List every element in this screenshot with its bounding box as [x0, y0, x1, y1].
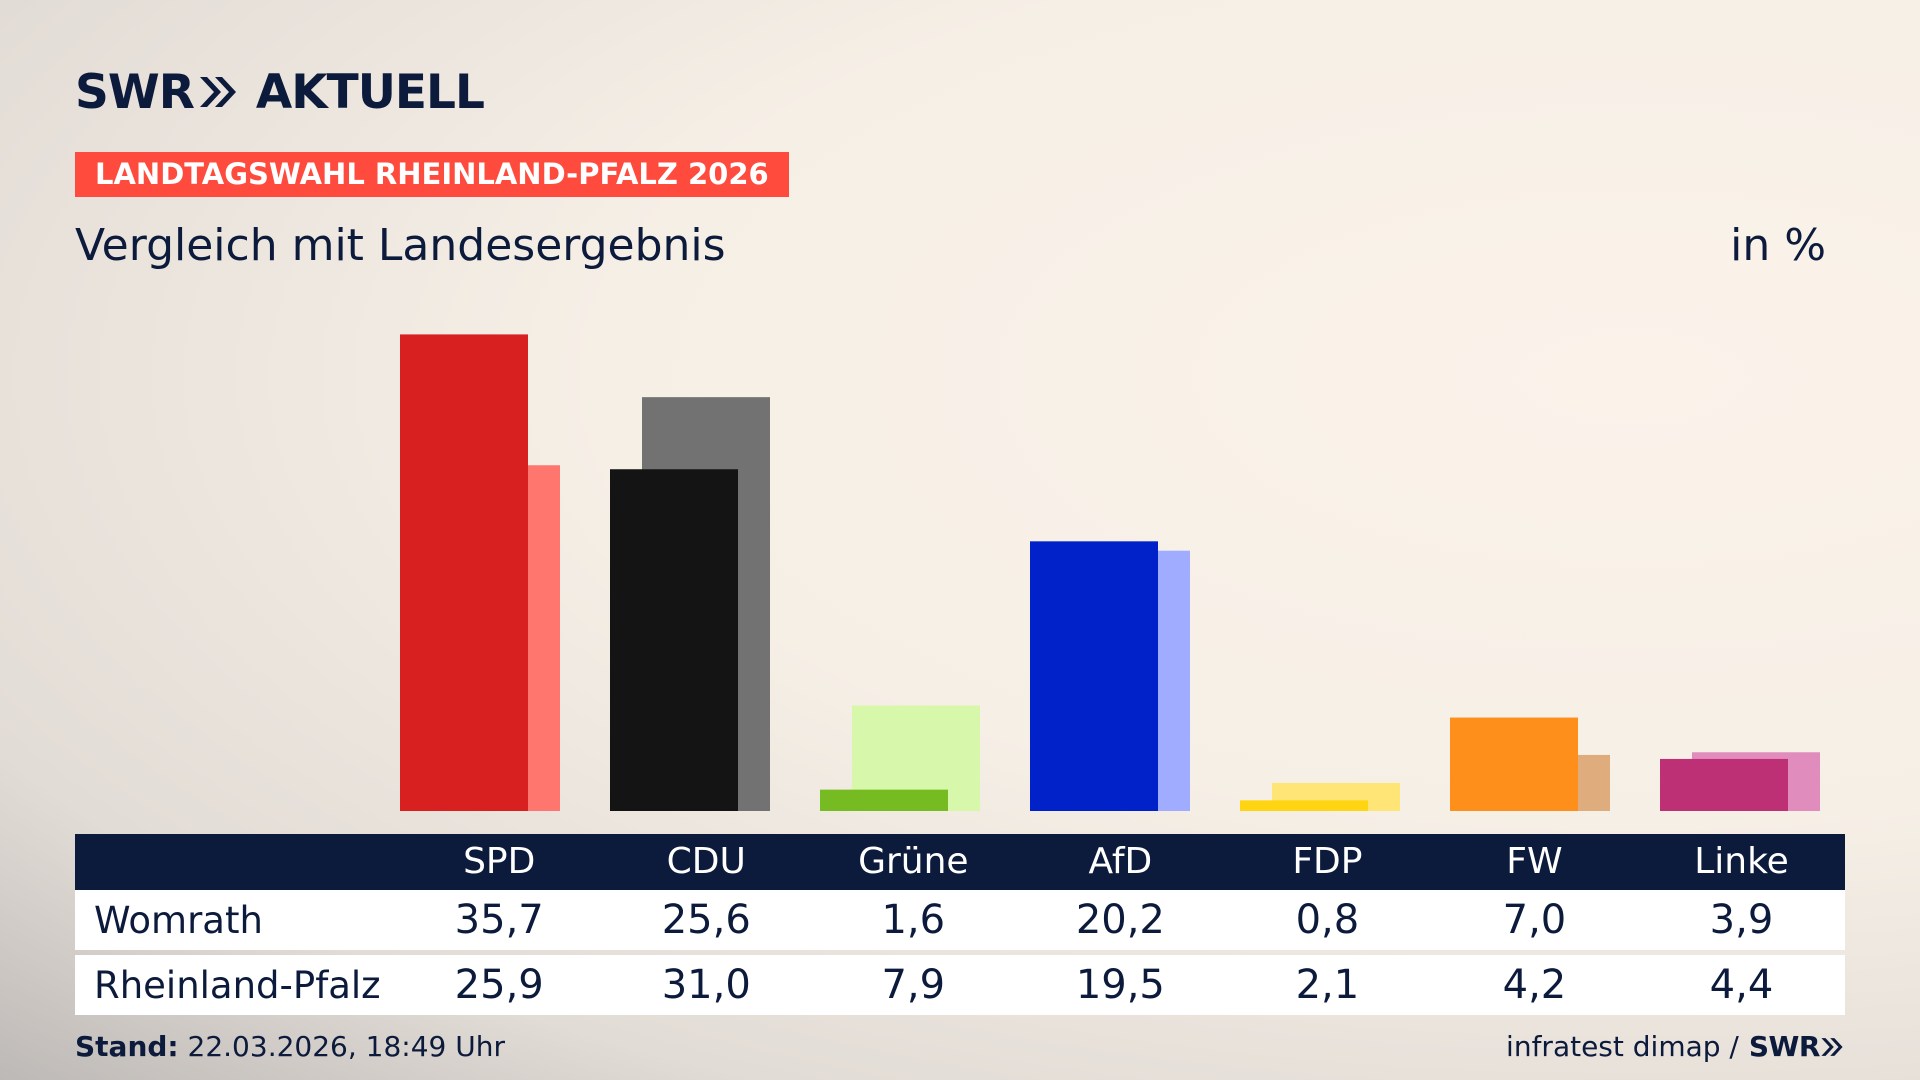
unit-label: in % — [1730, 220, 1826, 271]
table-header-spacer — [75, 834, 396, 890]
value-cell: 4,4 — [1709, 962, 1774, 1008]
source-credit: infratest dimap / SWR — [1506, 1030, 1844, 1063]
table-header: SPD CDU Grüne AfD FDP FW Linke — [75, 834, 1845, 890]
double-chevron-icon — [1821, 1037, 1843, 1056]
bar-womrath-cdu — [610, 469, 738, 811]
value-cell: 0,8 — [1295, 897, 1360, 943]
header-linke: Linke — [1694, 841, 1789, 882]
bar-womrath-fw — [1450, 717, 1578, 811]
bar-womrath-afd — [1030, 541, 1158, 811]
results-table: SPD CDU Grüne AfD FDP FW Linke Womrath 3… — [75, 834, 1845, 1015]
header-cdu: CDU — [666, 841, 746, 882]
value-cell: 20,2 — [1075, 897, 1165, 943]
stand-label: Stand: — [75, 1030, 179, 1063]
swr-aktuell-logo: SWR AKTUELL — [75, 64, 485, 120]
timestamp: Stand: 22.03.2026, 18:49 Uhr — [75, 1030, 505, 1063]
logo-aktuell-text: AKTUELL — [255, 64, 485, 120]
value-cell: 31,0 — [661, 962, 751, 1008]
value-cell: 7,0 — [1502, 897, 1567, 943]
bar-womrath-fdp — [1240, 800, 1368, 811]
value-cell: 7,9 — [881, 962, 946, 1008]
value-cell: 19,5 — [1075, 962, 1165, 1008]
bar-womrath-spd — [400, 334, 528, 811]
bar-womrath-gruene — [820, 789, 948, 811]
value-cell: 25,6 — [661, 897, 751, 943]
header-fw: FW — [1506, 841, 1563, 882]
source-brand: SWR — [1748, 1030, 1821, 1063]
header-fdp: FDP — [1292, 841, 1363, 882]
header-afd: AfD — [1088, 841, 1153, 882]
value-cell: 35,7 — [454, 897, 544, 943]
election-tag: LANDTAGSWAHL RHEINLAND-PFALZ 2026 — [75, 152, 789, 197]
bar-womrath-linke — [1660, 758, 1788, 811]
stand-value: 22.03.2026, 18:49 Uhr — [187, 1030, 505, 1063]
table-row: Womrath 35,7 25,6 1,6 20,2 0,8 7,0 3,9 — [75, 890, 1845, 950]
value-cell: 1,6 — [881, 897, 946, 943]
value-cell: 25,9 — [454, 962, 544, 1008]
logo-swr-text: SWR — [75, 64, 195, 120]
chart-subtitle: Vergleich mit Landesergebnis — [75, 220, 726, 271]
source-text: infratest dimap / — [1506, 1030, 1739, 1063]
value-cell: 2,1 — [1295, 962, 1360, 1008]
value-cell: 4,2 — [1502, 962, 1567, 1008]
row-label: Rheinland-Pfalz — [94, 963, 381, 1007]
table-row: Rheinland-Pfalz 25,9 31,0 7,9 19,5 2,1 4… — [75, 955, 1845, 1015]
value-cell: 3,9 — [1709, 897, 1774, 943]
header-gruene: Grüne — [858, 841, 969, 882]
row-label: Womrath — [94, 898, 263, 942]
double-chevron-icon — [198, 75, 238, 109]
header-spd: SPD — [463, 841, 536, 882]
